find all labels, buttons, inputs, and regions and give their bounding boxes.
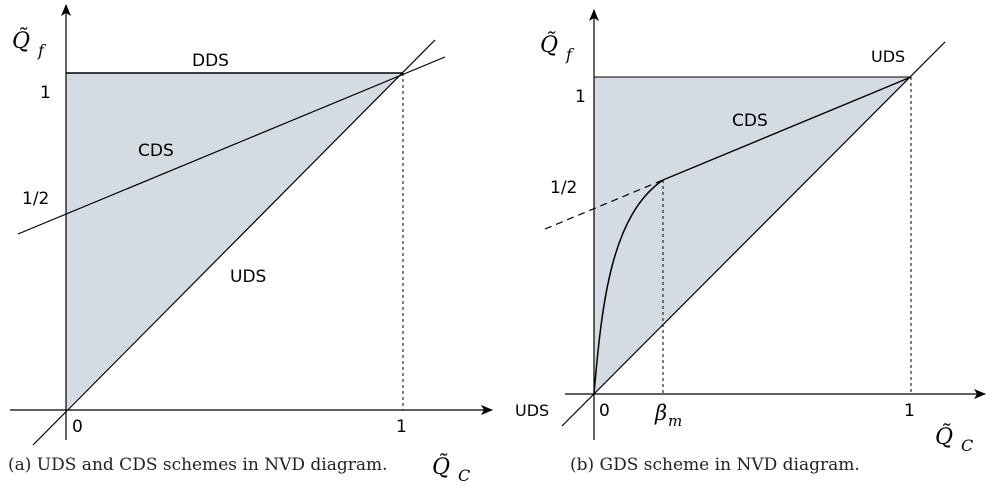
svg-text:f: f [37, 41, 47, 60]
uds-line-b [561, 41, 946, 427]
uds-line-a [32, 39, 436, 446]
svg-text:f: f [565, 45, 575, 64]
svg-text:Q̃: Q̃ [12, 28, 30, 54]
svg-text:C: C [458, 466, 470, 485]
tick-0-a: 0 [72, 417, 83, 437]
svg-text:C: C [961, 436, 973, 455]
tick-1-y-b: 1 [575, 87, 586, 107]
tick-1-x-b: 1 [904, 401, 915, 421]
caption-a: (a) UDS and CDS schemes in NVD diagram. [8, 455, 388, 475]
label-uds-a: UDS [230, 267, 266, 287]
svg-text:m: m [668, 412, 682, 430]
gds-curve [593, 179, 664, 395]
svg-text:β: β [654, 401, 667, 425]
panel-a [10, 4, 493, 446]
x-axis-label-a: Q̃ C [432, 454, 470, 485]
tick-0-b: 0 [599, 401, 610, 421]
y-axis-label-b: Q̃ f [540, 32, 575, 64]
caption-b: (b) GDS scheme in NVD diagram. [570, 455, 860, 475]
svg-text:Q̃: Q̃ [432, 454, 450, 480]
tick-beta-m: β m [654, 401, 682, 430]
label-cds-a: CDS [138, 141, 174, 161]
cds-line-b [662, 76, 912, 181]
label-cds-b: CDS [732, 111, 768, 131]
x-axis-label-b: Q̃ C [935, 424, 973, 455]
tick-half-y-b: 1/2 [550, 178, 577, 198]
panel-b [544, 9, 986, 440]
label-uds-top: UDS [871, 47, 905, 66]
tick-half-y-a: 1/2 [22, 189, 49, 209]
svg-text:Q̃: Q̃ [935, 424, 953, 450]
cds-line-a [17, 56, 446, 235]
svg-text:Q̃: Q̃ [540, 32, 558, 58]
label-uds-left: UDS [515, 401, 549, 420]
label-dds: DDS [192, 51, 229, 71]
tick-1-x-a: 1 [396, 417, 407, 437]
y-axis-label-a: Q̃ f [12, 28, 47, 60]
tick-1-y-a: 1 [40, 83, 51, 103]
cds-dashed-extension [544, 179, 664, 230]
